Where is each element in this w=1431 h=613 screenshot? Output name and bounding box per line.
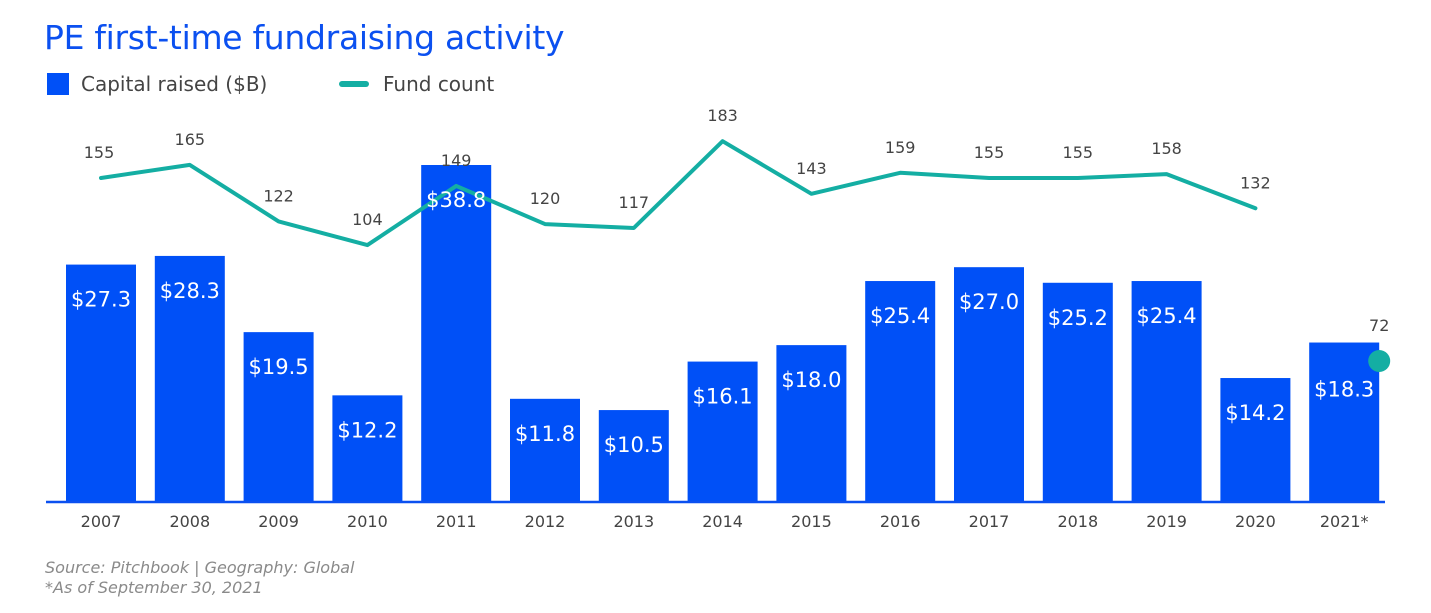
x-tick-label: 2010 — [347, 512, 388, 531]
fund-count-label: 159 — [885, 138, 916, 157]
fund-count-label: 104 — [352, 210, 383, 229]
bar-2013 — [598, 410, 669, 501]
fund-count-label: 155 — [1063, 143, 1094, 162]
x-tick-label: 2016 — [880, 512, 921, 531]
bar-value-label: $25.2 — [1048, 306, 1108, 330]
bar-2018 — [1042, 282, 1113, 501]
bar-value-label: $38.8 — [426, 188, 486, 212]
fund-count-label: 155 — [84, 143, 115, 162]
fund-count-label: 155 — [974, 143, 1005, 162]
x-tick-label: 2020 — [1235, 512, 1276, 531]
legend-swatch-line — [339, 81, 369, 87]
bar-2017 — [954, 267, 1024, 501]
bar-2012 — [510, 398, 580, 501]
fund-count-label: 117 — [619, 193, 650, 212]
bar-2007 — [66, 264, 136, 501]
fund-count-point-2021 — [1368, 350, 1391, 372]
bar-value-label: $10.5 — [604, 433, 664, 457]
bar-value-label: $25.4 — [870, 304, 930, 328]
legend-label-fund-count: Fund count — [383, 72, 495, 96]
bar-value-label: $27.0 — [959, 290, 1019, 314]
x-tick-label: 2019 — [1146, 512, 1187, 531]
legend-label-capital: Capital raised ($B) — [81, 72, 268, 96]
x-tick-label: 2007 — [81, 512, 122, 531]
source-text: Source: Pitchbook | Geography: Global — [45, 558, 355, 577]
bar-2011 — [421, 165, 492, 501]
bar-2015 — [776, 345, 847, 501]
x-tick-label: 2018 — [1057, 512, 1098, 531]
bar-value-label: $11.8 — [515, 422, 575, 446]
bar-value-label: $18.0 — [781, 368, 841, 392]
fund-count-label: 149 — [441, 151, 472, 170]
bar-value-label: $27.3 — [71, 288, 131, 312]
legend-item-capital: Capital raised ($B) — [47, 72, 267, 96]
x-tick-label: 2011 — [436, 512, 477, 531]
legend-item-fund-count: Fund count — [339, 72, 494, 96]
bar-value-label: $12.2 — [337, 418, 397, 442]
bar-value-label: $28.3 — [160, 279, 220, 303]
bar-2019 — [1131, 281, 1202, 501]
fund-count-label: 143 — [796, 159, 827, 178]
source-note: Source: Pitchbook | Geography: Global *A… — [45, 558, 355, 598]
bar-2016 — [865, 281, 936, 501]
bar-2010 — [332, 395, 403, 501]
bar-value-label: $18.3 — [1314, 378, 1374, 402]
bar-value-label: $14.2 — [1225, 401, 1285, 425]
x-tick-label: 2017 — [969, 512, 1010, 531]
x-tick-label: 2012 — [525, 512, 566, 531]
bar-2014 — [687, 361, 758, 501]
fund-count-label: 122 — [263, 186, 294, 205]
bar-value-label: $19.5 — [249, 355, 309, 379]
fund-count-label: 158 — [1151, 139, 1182, 158]
fund-count-label: 72 — [1369, 316, 1389, 335]
fund-count-label: 183 — [707, 106, 738, 125]
x-tick-label: 2014 — [702, 512, 743, 531]
fund-count-label: 165 — [175, 130, 206, 149]
bar-2020 — [1220, 378, 1291, 501]
x-tick-label: 2021* — [1320, 512, 1369, 531]
fund-count-label: 132 — [1240, 173, 1271, 192]
bar-2008 — [154, 255, 225, 501]
bar-value-label: $16.1 — [693, 385, 753, 409]
date-note: *As of September 30, 2021 — [45, 578, 263, 597]
fund-count-line — [99, 139, 1258, 248]
x-tick-label: 2015 — [791, 512, 832, 531]
bar-2009 — [243, 332, 314, 501]
fund-count-label: 120 — [530, 189, 561, 208]
x-tick-label: 2009 — [258, 512, 299, 531]
x-tick-label: 2008 — [169, 512, 210, 531]
bar-2021 — [1309, 342, 1380, 501]
x-tick-label: 2013 — [613, 512, 654, 531]
legend-swatch-bar — [47, 73, 69, 95]
chart-title: PE first-time fundraising activity — [44, 18, 565, 57]
bar-value-label: $25.4 — [1137, 304, 1197, 328]
